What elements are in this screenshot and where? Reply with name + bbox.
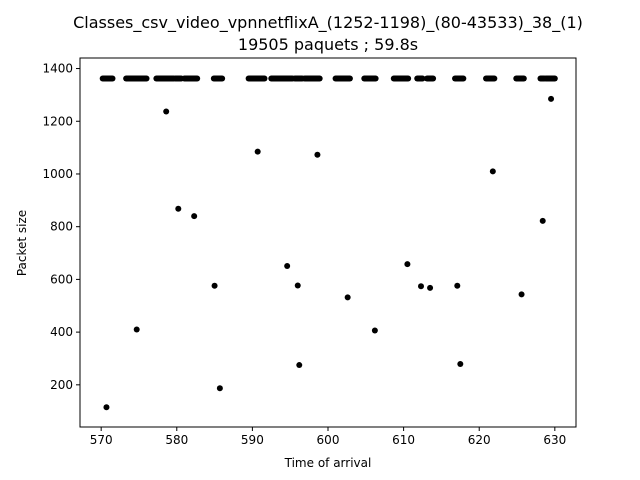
data-point bbox=[489, 168, 496, 175]
data-point bbox=[371, 327, 378, 334]
x-tick-label: 570 bbox=[90, 433, 113, 447]
data-point bbox=[418, 283, 424, 290]
x-tick-label: 580 bbox=[165, 433, 188, 447]
data-point bbox=[454, 282, 461, 289]
data-point bbox=[457, 361, 464, 368]
data-point bbox=[175, 205, 182, 212]
data-point bbox=[296, 362, 303, 369]
data-point bbox=[344, 294, 351, 301]
data-point bbox=[254, 148, 261, 155]
data-point bbox=[294, 282, 301, 289]
data-point bbox=[133, 326, 140, 333]
chart-title: Classes_csv_video_vpnnetflixA_(1252-1198… bbox=[73, 13, 583, 33]
plot-frame bbox=[79, 57, 577, 428]
data-point bbox=[548, 95, 555, 102]
data-point bbox=[539, 217, 546, 224]
y-tick-label: 800 bbox=[50, 220, 73, 234]
x-tick-label: 620 bbox=[468, 433, 491, 447]
chart-subtitle: 19505 paquets ; 59.8s bbox=[238, 35, 418, 54]
data-point bbox=[427, 284, 434, 291]
x-tick-label: 590 bbox=[241, 433, 264, 447]
x-tick-label: 600 bbox=[317, 433, 340, 447]
data-point bbox=[103, 404, 110, 411]
y-axis-label: Packet size bbox=[15, 210, 29, 276]
data-point bbox=[314, 151, 321, 158]
y-tick-label: 1000 bbox=[42, 167, 73, 181]
y-tick-label: 200 bbox=[50, 378, 73, 392]
data-point bbox=[404, 261, 411, 268]
x-tick-label: 630 bbox=[543, 433, 566, 447]
x-axis-label: Time of arrival bbox=[284, 456, 372, 470]
plot-marks bbox=[99, 75, 558, 411]
data-point bbox=[284, 262, 291, 269]
y-tick-label: 400 bbox=[50, 325, 73, 339]
x-axis: 570 580 590 600 610 620 630 bbox=[90, 427, 566, 447]
data-point bbox=[216, 385, 223, 392]
y-axis: 200 400 600 800 1000 1200 1400 bbox=[42, 62, 80, 392]
y-tick-label: 1400 bbox=[42, 62, 73, 76]
y-tick-label: 600 bbox=[50, 272, 73, 286]
data-point bbox=[163, 108, 170, 115]
data-point bbox=[518, 291, 525, 298]
x-tick-label: 610 bbox=[392, 433, 415, 447]
data-point bbox=[191, 213, 198, 220]
y-tick-label: 1200 bbox=[42, 114, 73, 128]
data-point bbox=[211, 282, 218, 289]
